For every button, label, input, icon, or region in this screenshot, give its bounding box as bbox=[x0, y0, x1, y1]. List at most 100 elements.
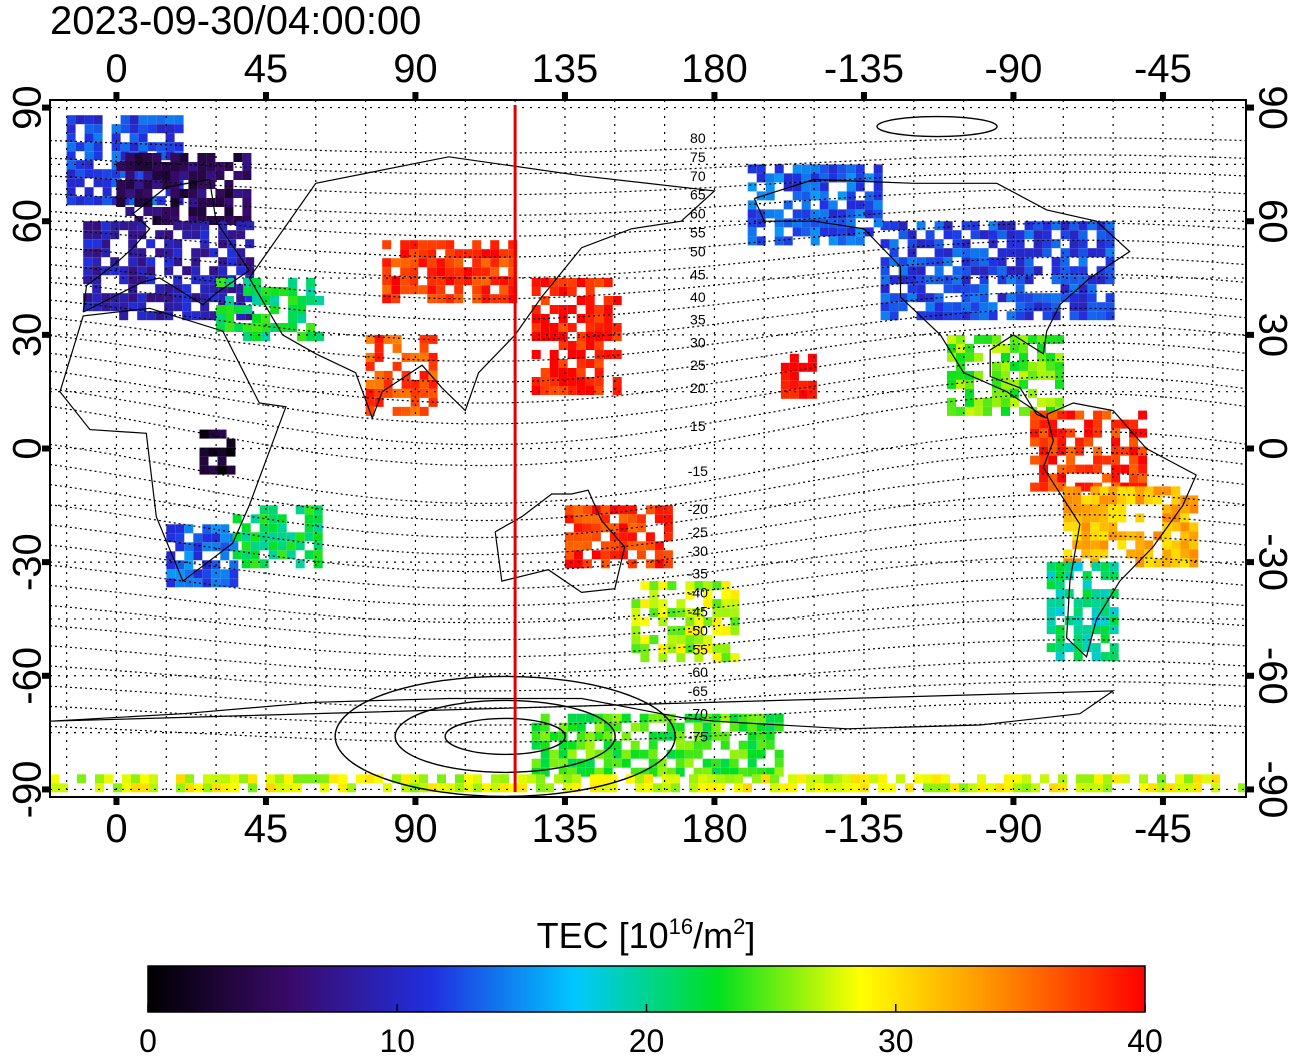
tec-cell bbox=[531, 767, 541, 777]
tec-cell bbox=[1024, 311, 1034, 321]
tec-cell bbox=[1037, 370, 1046, 380]
tec-cell bbox=[612, 323, 622, 332]
tec-cell bbox=[983, 397, 992, 407]
tec-cell bbox=[1081, 540, 1091, 550]
coastline bbox=[494, 489, 626, 594]
tec-cell bbox=[780, 380, 790, 390]
tec-cell bbox=[176, 783, 185, 793]
tec-cell bbox=[880, 284, 890, 294]
tec-cell bbox=[101, 248, 111, 258]
left-tick bbox=[42, 672, 50, 679]
tec-cell bbox=[1010, 397, 1019, 407]
tec-cell bbox=[409, 285, 419, 295]
tec-cell bbox=[952, 230, 962, 240]
tec-cell bbox=[1039, 419, 1049, 429]
tec-cell bbox=[608, 774, 617, 784]
top-tick bbox=[711, 92, 718, 100]
tec-cell bbox=[576, 314, 586, 323]
tec-cell bbox=[1042, 302, 1052, 312]
tec-cell bbox=[295, 559, 305, 569]
tec-cell bbox=[454, 285, 464, 295]
tec-cell bbox=[173, 248, 183, 258]
tec-cell bbox=[1075, 464, 1085, 474]
tec-cell bbox=[992, 343, 1001, 353]
tec-cell bbox=[594, 323, 604, 332]
tec-cell bbox=[472, 249, 482, 259]
tec-cell bbox=[226, 438, 236, 448]
tec-cell bbox=[455, 783, 464, 793]
tec-cell bbox=[774, 749, 784, 759]
tec-cell bbox=[391, 294, 401, 304]
tec-cell bbox=[952, 284, 962, 294]
tec-cell bbox=[567, 323, 577, 332]
tec-cell bbox=[304, 514, 314, 524]
tec-cell bbox=[75, 142, 85, 152]
tec-cell bbox=[1117, 486, 1127, 496]
tec-cell bbox=[199, 447, 209, 457]
tec-cell bbox=[499, 249, 509, 259]
tec-cell bbox=[947, 370, 956, 380]
tec-cell bbox=[828, 173, 838, 183]
tec-cell bbox=[612, 713, 622, 723]
magnetic-contour bbox=[50, 239, 1246, 279]
tec-cell bbox=[1090, 513, 1100, 523]
tec-cell bbox=[1057, 464, 1067, 474]
tec-cell bbox=[573, 550, 583, 560]
tec-cell bbox=[182, 230, 192, 240]
tec-cell bbox=[734, 774, 743, 784]
tec-cell bbox=[819, 182, 829, 192]
tec-cell bbox=[729, 767, 739, 777]
tec-cell bbox=[627, 514, 637, 524]
tec-cell bbox=[170, 171, 180, 180]
tec-cell bbox=[175, 560, 185, 570]
tec-cell bbox=[819, 209, 829, 219]
tec-cell bbox=[329, 774, 338, 784]
tec-cell bbox=[481, 276, 491, 286]
tec-cell bbox=[585, 287, 595, 296]
tec-cell bbox=[801, 182, 811, 192]
tec-cell bbox=[165, 187, 175, 197]
tec-cell bbox=[1109, 652, 1119, 662]
tec-cell bbox=[627, 559, 637, 569]
tec-cell bbox=[789, 389, 799, 399]
tec-cell bbox=[191, 230, 201, 240]
tec-cell bbox=[658, 653, 668, 663]
tec-cell bbox=[783, 182, 793, 192]
tec-cell bbox=[125, 189, 135, 198]
tec-cell bbox=[1055, 607, 1065, 617]
tec-cell bbox=[134, 153, 144, 162]
tec-cell bbox=[1015, 230, 1025, 240]
tec-cell bbox=[252, 278, 262, 287]
tec-cell bbox=[780, 362, 790, 372]
tec-cell bbox=[685, 635, 695, 645]
tec-cell bbox=[576, 758, 586, 768]
tec-cell bbox=[1039, 437, 1049, 447]
tec-cell bbox=[1105, 230, 1115, 240]
tec-cell bbox=[1015, 302, 1025, 312]
tec-cell bbox=[128, 275, 138, 285]
tec-cell bbox=[540, 713, 550, 723]
tec-cell bbox=[612, 377, 622, 386]
tec-cell bbox=[712, 644, 722, 654]
tec-cell bbox=[878, 774, 887, 784]
tec-cell bbox=[564, 550, 574, 560]
tec-cell bbox=[531, 386, 541, 395]
tec-cell bbox=[252, 296, 262, 305]
tec-cell bbox=[720, 758, 730, 768]
tec-cell bbox=[152, 171, 162, 180]
tec-cell bbox=[612, 749, 622, 759]
tec-cell bbox=[1024, 248, 1034, 258]
tec-cell bbox=[798, 362, 808, 372]
tec-cell bbox=[137, 266, 147, 276]
tec-cell bbox=[365, 352, 375, 362]
axis-tick-labels: 0045459090135135180180-135-135-90-90-45-… bbox=[6, 47, 1294, 851]
tec-cell bbox=[268, 532, 278, 542]
tec-cell bbox=[711, 722, 721, 732]
tec-cell bbox=[828, 209, 838, 219]
tec-cell bbox=[143, 153, 153, 162]
tec-cell bbox=[837, 218, 847, 228]
colorbar-tick-label: 0 bbox=[139, 1023, 157, 1057]
tec-cell bbox=[227, 284, 237, 294]
tec-cell bbox=[226, 465, 236, 475]
tec-cell bbox=[83, 257, 93, 267]
